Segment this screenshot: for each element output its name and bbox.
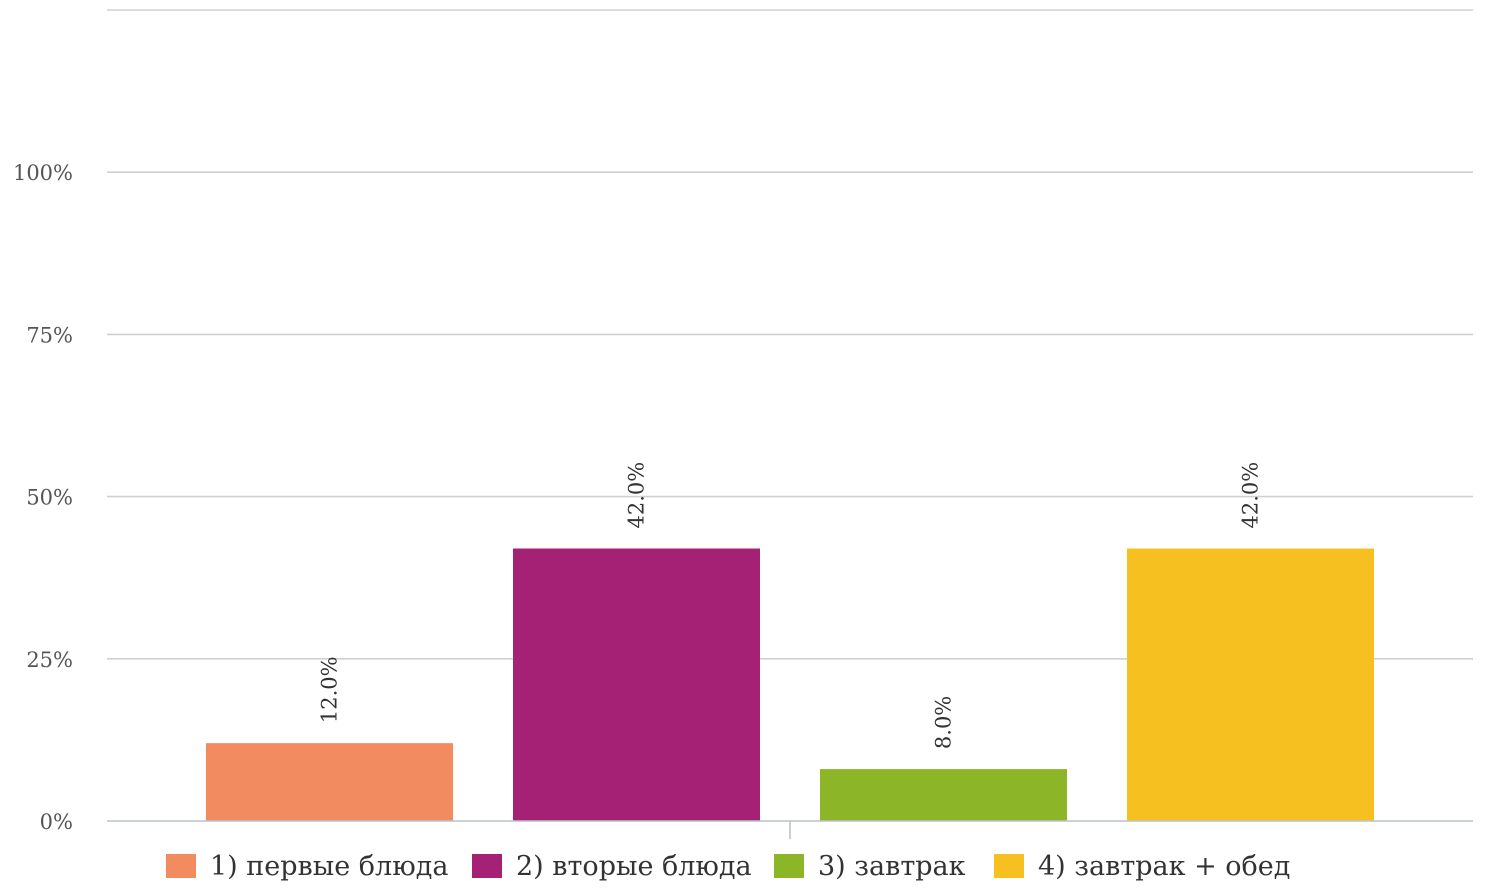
legend-item-breakfast[interactable]: 3) завтрак [774, 846, 966, 886]
legend: 1) первые блюда 2) вторые блюда 3) завтр… [0, 846, 1485, 886]
legend-swatch [774, 854, 804, 878]
y-tick-label: 75% [26, 323, 73, 347]
y-tick-label: 0% [40, 810, 73, 834]
bars [206, 548, 1374, 821]
legend-label: 2) вторые блюда [516, 850, 752, 882]
y-tick-label: 25% [26, 648, 73, 672]
legend-item-second-courses[interactable]: 2) вторые блюда [472, 846, 752, 886]
bar-value-label: 8.0% [932, 696, 956, 749]
legend-swatch [994, 854, 1024, 878]
legend-swatch [472, 854, 502, 878]
bar-value-label: 12.0% [318, 656, 342, 723]
bar[interactable] [1127, 548, 1374, 821]
legend-label: 1) первые блюда [210, 850, 449, 882]
y-tick-label: 50% [26, 486, 73, 510]
bar-value-label: 42.0% [625, 462, 649, 529]
y-axis-ticks: 0% 25% 50% 75% 100% [13, 161, 73, 834]
bar-chart: 0% 25% 50% 75% 100% 12.0% 42.0% 8.0% 42.0% [13, 9, 1473, 839]
legend-label: 3) завтрак [818, 850, 966, 882]
legend-label: 4) завтрак + обед [1038, 850, 1291, 882]
legend-item-breakfast-lunch[interactable]: 4) завтрак + обед [994, 846, 1290, 886]
bar[interactable] [206, 743, 453, 821]
bar-value-label: 42.0% [1239, 462, 1263, 529]
y-tick-label: 100% [13, 161, 73, 185]
bar[interactable] [820, 769, 1067, 821]
data-labels: 12.0% 42.0% 8.0% 42.0% [318, 462, 1263, 749]
bar[interactable] [513, 548, 760, 821]
legend-swatch [166, 854, 196, 878]
legend-item-first-courses[interactable]: 1) первые блюда [166, 846, 448, 886]
